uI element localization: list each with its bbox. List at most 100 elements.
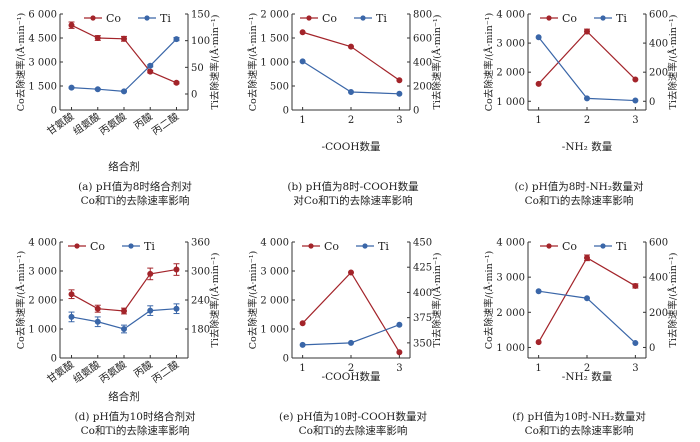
right-axis-title-c: Ti去除速率/(Å·min⁻¹) xyxy=(667,15,679,110)
left-tick-label-e: 1 000 xyxy=(260,325,289,336)
caption-f: (f) pH值为10时-NH₂数量对 Co和Ti的去除速率影响 xyxy=(484,410,674,438)
x-tick-label-a: 组氨酸 xyxy=(70,110,102,138)
legend-label-b: Co xyxy=(322,12,337,25)
data-point-co-d xyxy=(121,308,128,315)
caption-e-line1: (e) pH值为10时-COOH数量对 xyxy=(279,411,427,423)
data-point-ti-f xyxy=(584,295,591,302)
right-tick-label-e: 375 xyxy=(413,313,432,324)
caption-c: (c) pH值为8时-NH₂数量对 Co和Ti的去除速率影响 xyxy=(484,180,674,208)
right-tick-label-c: 200 xyxy=(649,68,668,79)
data-point-co-e xyxy=(299,320,306,327)
x-tick-label-a: 丙氨酸 xyxy=(97,110,129,138)
data-point-ti-a xyxy=(68,84,75,91)
x-tick-label-d: 甘氨酸 xyxy=(44,358,76,386)
data-point-ti-b xyxy=(347,89,354,96)
data-point-co-c xyxy=(584,28,591,35)
caption-b-line2: 对Co和Ti的去除速率影响 xyxy=(293,195,413,207)
legend-marker-d xyxy=(128,243,134,249)
x-tick-label-d: 丙氨酸 xyxy=(97,358,129,386)
series-line-ti-b xyxy=(302,60,400,95)
right-axis-title-a: Ti去除速率/(Å·min⁻¹) xyxy=(209,15,221,110)
caption-e: (e) pH值为10时-COOH数量对 Co和Ti的去除速率影响 xyxy=(258,410,448,438)
legend-label-b: Ti xyxy=(376,12,387,25)
right-tick-label-d: 360 xyxy=(191,238,210,249)
data-point-co-b xyxy=(396,77,403,84)
legend-marker-c xyxy=(546,15,552,21)
left-axis-title-f: Co去除速率/(Å·min⁻¹) xyxy=(483,251,495,349)
caption-d-line1: (d) pH值为10时络合剂对 xyxy=(74,411,196,423)
left-tick-label-c: 3 000 xyxy=(496,39,525,50)
x-axis-title-a: 络合剂 xyxy=(108,160,140,173)
right-tick-label-c: 400 xyxy=(649,39,668,50)
data-point-ti-a xyxy=(94,86,101,93)
data-point-co-c xyxy=(535,80,542,87)
left-tick-label-e: 3 000 xyxy=(260,267,289,278)
caption-b: (b) pH值为8时-COOH数量 对Co和Ti的去除速率影响 xyxy=(258,180,448,208)
x-tick-label-d: 组氨酸 xyxy=(70,358,102,386)
left-tick-label-d: 0 xyxy=(51,354,57,365)
legend-marker-a xyxy=(90,15,96,21)
right-tick-label-c: 600 xyxy=(649,10,668,21)
right-axis-title-f: Ti去除速率/(Å·min⁻¹) xyxy=(667,253,679,348)
legend-label-a: Ti xyxy=(160,12,171,25)
caption-f-line2: Co和Ti的去除速率影响 xyxy=(524,425,634,437)
left-tick-label-e: 0 xyxy=(283,354,289,365)
left-tick-label-a: 4 500 xyxy=(28,34,57,45)
series-line-co-a xyxy=(71,24,177,84)
left-axis-title-d: Co去除速率/(Å·min⁻¹) xyxy=(15,251,27,349)
caption-a-line2: Co和Ti的去除速率影响 xyxy=(80,195,190,207)
left-tick-label-e: 4 000 xyxy=(260,238,289,249)
x-tick-label-b: 1 xyxy=(299,115,305,126)
caption-d: (d) pH值为10时络合剂对 Co和Ti的去除速率影响 xyxy=(40,410,230,438)
left-tick-label-d: 2 000 xyxy=(28,296,57,307)
x-tick-label-f: 3 xyxy=(632,363,638,374)
legend-label-d: Co xyxy=(90,240,105,253)
legend-label-e: Co xyxy=(324,240,339,253)
right-axis-title-d: Ti去除速率/(Å·min⁻¹) xyxy=(209,253,221,348)
data-point-co-f xyxy=(535,339,542,346)
legend-label-c: Co xyxy=(562,12,577,25)
right-tick-label-a: 100 xyxy=(191,36,210,47)
right-tick-label-b: 800 xyxy=(413,10,432,21)
left-tick-label-d: 3 000 xyxy=(28,267,57,278)
data-point-co-e xyxy=(347,269,354,276)
data-point-ti-b xyxy=(299,58,306,65)
left-tick-label-e: 2 000 xyxy=(260,296,289,307)
left-tick-label-b: 500 xyxy=(270,82,289,93)
legend-marker-e xyxy=(308,243,314,249)
left-tick-label-a: 1 500 xyxy=(28,82,57,93)
x-tick-label-b: 2 xyxy=(348,115,354,126)
x-tick-label-c: 2 xyxy=(584,115,590,126)
data-point-ti-c xyxy=(632,97,639,104)
data-point-ti-d xyxy=(68,313,75,320)
legend-label-f: Co xyxy=(562,240,577,253)
left-tick-label-d: 1 000 xyxy=(28,325,57,336)
x-tick-label-f: 2 xyxy=(584,363,590,374)
data-point-ti-b xyxy=(396,90,403,97)
x-tick-label-e: 1 xyxy=(299,363,305,374)
x-axis-title-c: -NH₂ 数量 xyxy=(562,140,613,153)
data-point-co-f xyxy=(632,282,639,289)
legend-marker-b xyxy=(360,15,366,21)
right-tick-label-f: 600 xyxy=(649,238,668,249)
data-point-ti-c xyxy=(584,95,591,102)
x-tick-label-d: 丙二酸 xyxy=(149,358,181,386)
right-tick-label-e: 350 xyxy=(413,338,432,349)
x-axis-title-f: -NH₂ 数量 xyxy=(562,370,613,383)
legend-label-a: Co xyxy=(106,12,121,25)
data-point-co-d xyxy=(173,266,180,273)
x-tick-label-c: 1 xyxy=(535,115,541,126)
right-tick-label-d: 180 xyxy=(191,325,210,336)
data-point-co-a xyxy=(94,35,101,42)
x-axis-title-b: -COOH数量 xyxy=(322,140,381,153)
left-tick-label-a: 6 000 xyxy=(28,10,57,21)
right-tick-label-c: 0 xyxy=(649,97,655,108)
caption-c-line2: Co和Ti的去除速率影响 xyxy=(524,195,634,207)
left-tick-label-c: 1 000 xyxy=(496,97,525,108)
data-point-ti-c xyxy=(535,34,542,41)
right-tick-label-f: 400 xyxy=(649,273,668,284)
legend-marker-c xyxy=(600,15,606,21)
chart-panel-f: 1 000 2 000 3 000 4 000 0 200 400 600 1 2 3 -NH₂ 数量… xyxy=(483,238,679,384)
data-point-ti-d xyxy=(121,325,128,332)
data-point-ti-a xyxy=(147,62,154,69)
